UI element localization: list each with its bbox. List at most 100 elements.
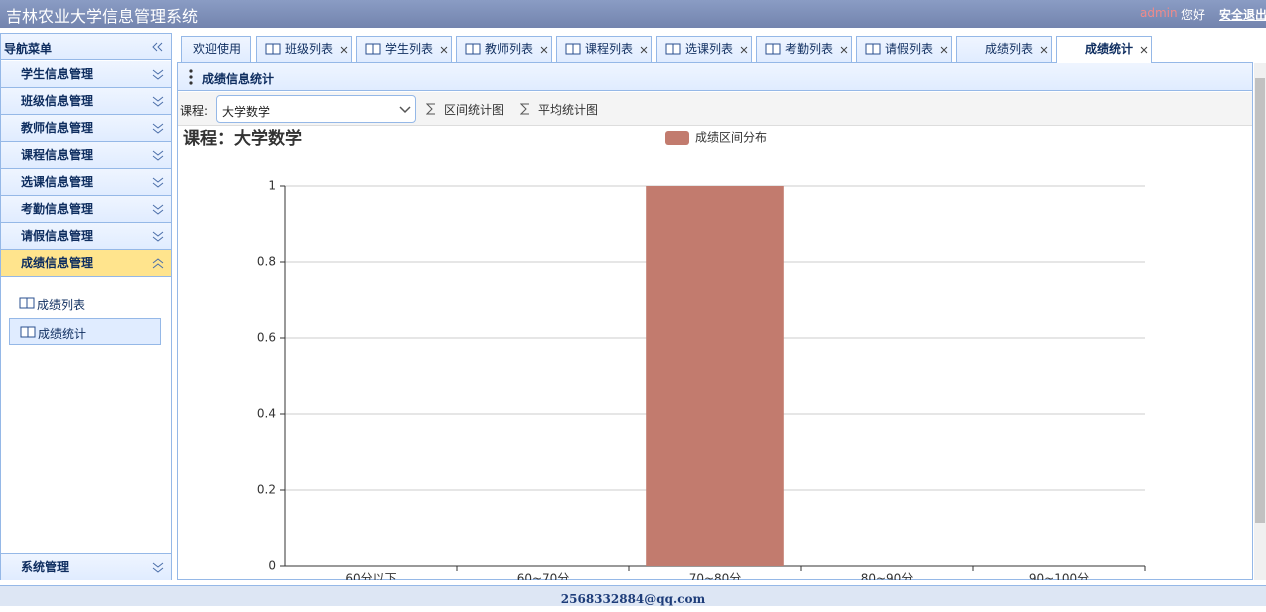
menu-label: 成绩信息管理 bbox=[21, 256, 94, 270]
menu-label: 系统管理 bbox=[21, 560, 70, 574]
tab-close[interactable] bbox=[1140, 46, 1148, 54]
tab-label: 选课列表 bbox=[685, 42, 734, 56]
menu-item[interactable]: 系统管理 bbox=[1, 553, 171, 580]
expand-icon bbox=[152, 123, 164, 134]
content-panel: 成绩信息统计 课程: 大学数学 区间统计图 平均统计图 bbox=[177, 62, 1253, 580]
button-label: 平均统计图 bbox=[538, 103, 599, 117]
scrollbar[interactable] bbox=[1254, 63, 1266, 580]
tab[interactable]: 教师列表 bbox=[456, 36, 552, 62]
book-icon bbox=[19, 297, 35, 309]
tab-close[interactable] bbox=[540, 46, 548, 54]
sigma-icon bbox=[520, 103, 529, 115]
menu-item[interactable]: 请假信息管理 bbox=[1, 223, 171, 250]
chevron bbox=[152, 128, 164, 134]
menu-label: 考勤信息管理 bbox=[21, 202, 94, 216]
header: 吉林农业大学信息管理系统 admin 您好 安全退出 bbox=[0, 0, 1266, 28]
submenu-item[interactable]: 成绩统计 bbox=[9, 318, 161, 345]
tab-close[interactable] bbox=[640, 46, 648, 54]
submenu-item[interactable]: 成绩列表 bbox=[9, 290, 161, 317]
tab[interactable]: 班级列表 bbox=[256, 36, 352, 62]
tab-label: 请假列表 bbox=[885, 42, 934, 56]
menu-item[interactable]: 班级信息管理 bbox=[1, 88, 171, 115]
menu-label: 班级信息管理 bbox=[21, 94, 94, 108]
icon-part bbox=[426, 103, 435, 115]
chevron bbox=[152, 123, 164, 129]
x-tick-label: 60分以下 bbox=[345, 572, 396, 581]
collapse-icon[interactable] bbox=[151, 41, 163, 53]
x-stroke bbox=[740, 46, 748, 54]
tab[interactable]: 考勤列表 bbox=[756, 36, 852, 62]
panel-title: 成绩信息统计 bbox=[202, 72, 275, 86]
expand-icon bbox=[152, 204, 164, 215]
chevron bbox=[152, 69, 164, 75]
menu-item[interactable]: 成绩信息管理 bbox=[1, 250, 171, 277]
chevron bbox=[152, 236, 164, 242]
tab-label: 学生列表 bbox=[385, 42, 434, 56]
tab-close[interactable] bbox=[440, 46, 448, 54]
scroll-thumb[interactable] bbox=[1255, 78, 1265, 523]
chevron bbox=[152, 258, 164, 264]
tab-close[interactable] bbox=[940, 46, 948, 54]
tab[interactable]: 学生列表 bbox=[356, 36, 452, 62]
book-icon bbox=[265, 43, 281, 55]
button-label: 区间统计图 bbox=[444, 103, 505, 117]
tab[interactable]: 选课列表 bbox=[656, 36, 752, 62]
menu-label: 选课信息管理 bbox=[21, 175, 94, 189]
x-tick-label: 90~100分 bbox=[1029, 572, 1089, 581]
chevron bbox=[152, 74, 164, 80]
menu-item[interactable]: 选课信息管理 bbox=[1, 169, 171, 196]
app-title: 吉林农业大学信息管理系统 bbox=[6, 7, 199, 26]
menu-label: 教师信息管理 bbox=[21, 121, 94, 135]
chevron bbox=[152, 263, 164, 269]
tab-close[interactable] bbox=[740, 46, 748, 54]
chart: 课程：大学数学 0 0.2 0.4 0.6 0.8 1 60分以下 60~70分 70~80分 8… bbox=[183, 128, 1146, 581]
submenu-label: 成绩列表 bbox=[37, 298, 86, 312]
sigma-icon bbox=[426, 103, 435, 115]
tab-label: 成绩列表 bbox=[985, 42, 1034, 56]
dropdown-arrow bbox=[399, 106, 411, 114]
tab-label: 成绩统计 bbox=[1085, 42, 1134, 56]
expand-icon bbox=[152, 258, 164, 269]
tab[interactable]: 成绩统计 bbox=[1056, 36, 1152, 63]
chevron bbox=[152, 209, 164, 215]
menu-item[interactable]: 学生信息管理 bbox=[1, 61, 171, 88]
tab-label: 课程列表 bbox=[585, 42, 634, 56]
chevron bbox=[152, 155, 164, 161]
chevron bbox=[152, 96, 164, 102]
sidebar-header: 导航菜单 bbox=[1, 34, 171, 60]
x-stroke bbox=[1040, 46, 1048, 54]
tab-label: 欢迎使用 bbox=[193, 42, 242, 56]
chevron bbox=[152, 567, 164, 573]
tab-close[interactable] bbox=[840, 46, 848, 54]
chevron bbox=[152, 182, 164, 188]
course-select[interactable]: 大学数学 bbox=[216, 95, 416, 123]
menu-item[interactable]: 课程信息管理 bbox=[1, 142, 171, 169]
tab[interactable]: 课程列表 bbox=[556, 36, 652, 62]
x-stroke bbox=[640, 46, 648, 54]
tab[interactable]: 欢迎使用 bbox=[181, 36, 251, 62]
menu-item[interactable]: 考勤信息管理 bbox=[1, 196, 171, 223]
tab[interactable]: 请假列表 bbox=[856, 36, 952, 62]
sidebar: 导航菜单 学生信息管理班级信息管理 教师信息管理课程信息管理选课信息管理 考勤信息管… bbox=[0, 33, 172, 580]
menu-dots bbox=[189, 69, 193, 85]
x-stroke bbox=[1140, 46, 1148, 54]
chevron bbox=[152, 231, 164, 237]
legend-label: 成绩区间分布 bbox=[695, 131, 767, 145]
tab-close[interactable] bbox=[1040, 46, 1048, 54]
x-stroke bbox=[540, 46, 548, 54]
toolbar: 课程: 大学数学 区间统计图 平均统计图 bbox=[178, 92, 1252, 126]
footer-text: 2568332884@qq.com bbox=[560, 592, 706, 606]
tab-close[interactable] bbox=[340, 46, 348, 54]
tab[interactable]: 成绩列表 bbox=[956, 36, 1052, 62]
greeting: 您好 bbox=[1181, 8, 1206, 22]
tab-label: 班级列表 bbox=[285, 42, 334, 56]
chevron bbox=[152, 177, 164, 183]
x-stroke bbox=[340, 46, 348, 54]
expand-icon bbox=[152, 562, 164, 573]
menu-item[interactable]: 教师信息管理 bbox=[1, 115, 171, 142]
x-tick-label: 80~90分 bbox=[861, 572, 914, 581]
x-stroke bbox=[940, 46, 948, 54]
logout-link[interactable]: 安全退出 bbox=[1219, 8, 1266, 22]
bar bbox=[646, 186, 784, 566]
